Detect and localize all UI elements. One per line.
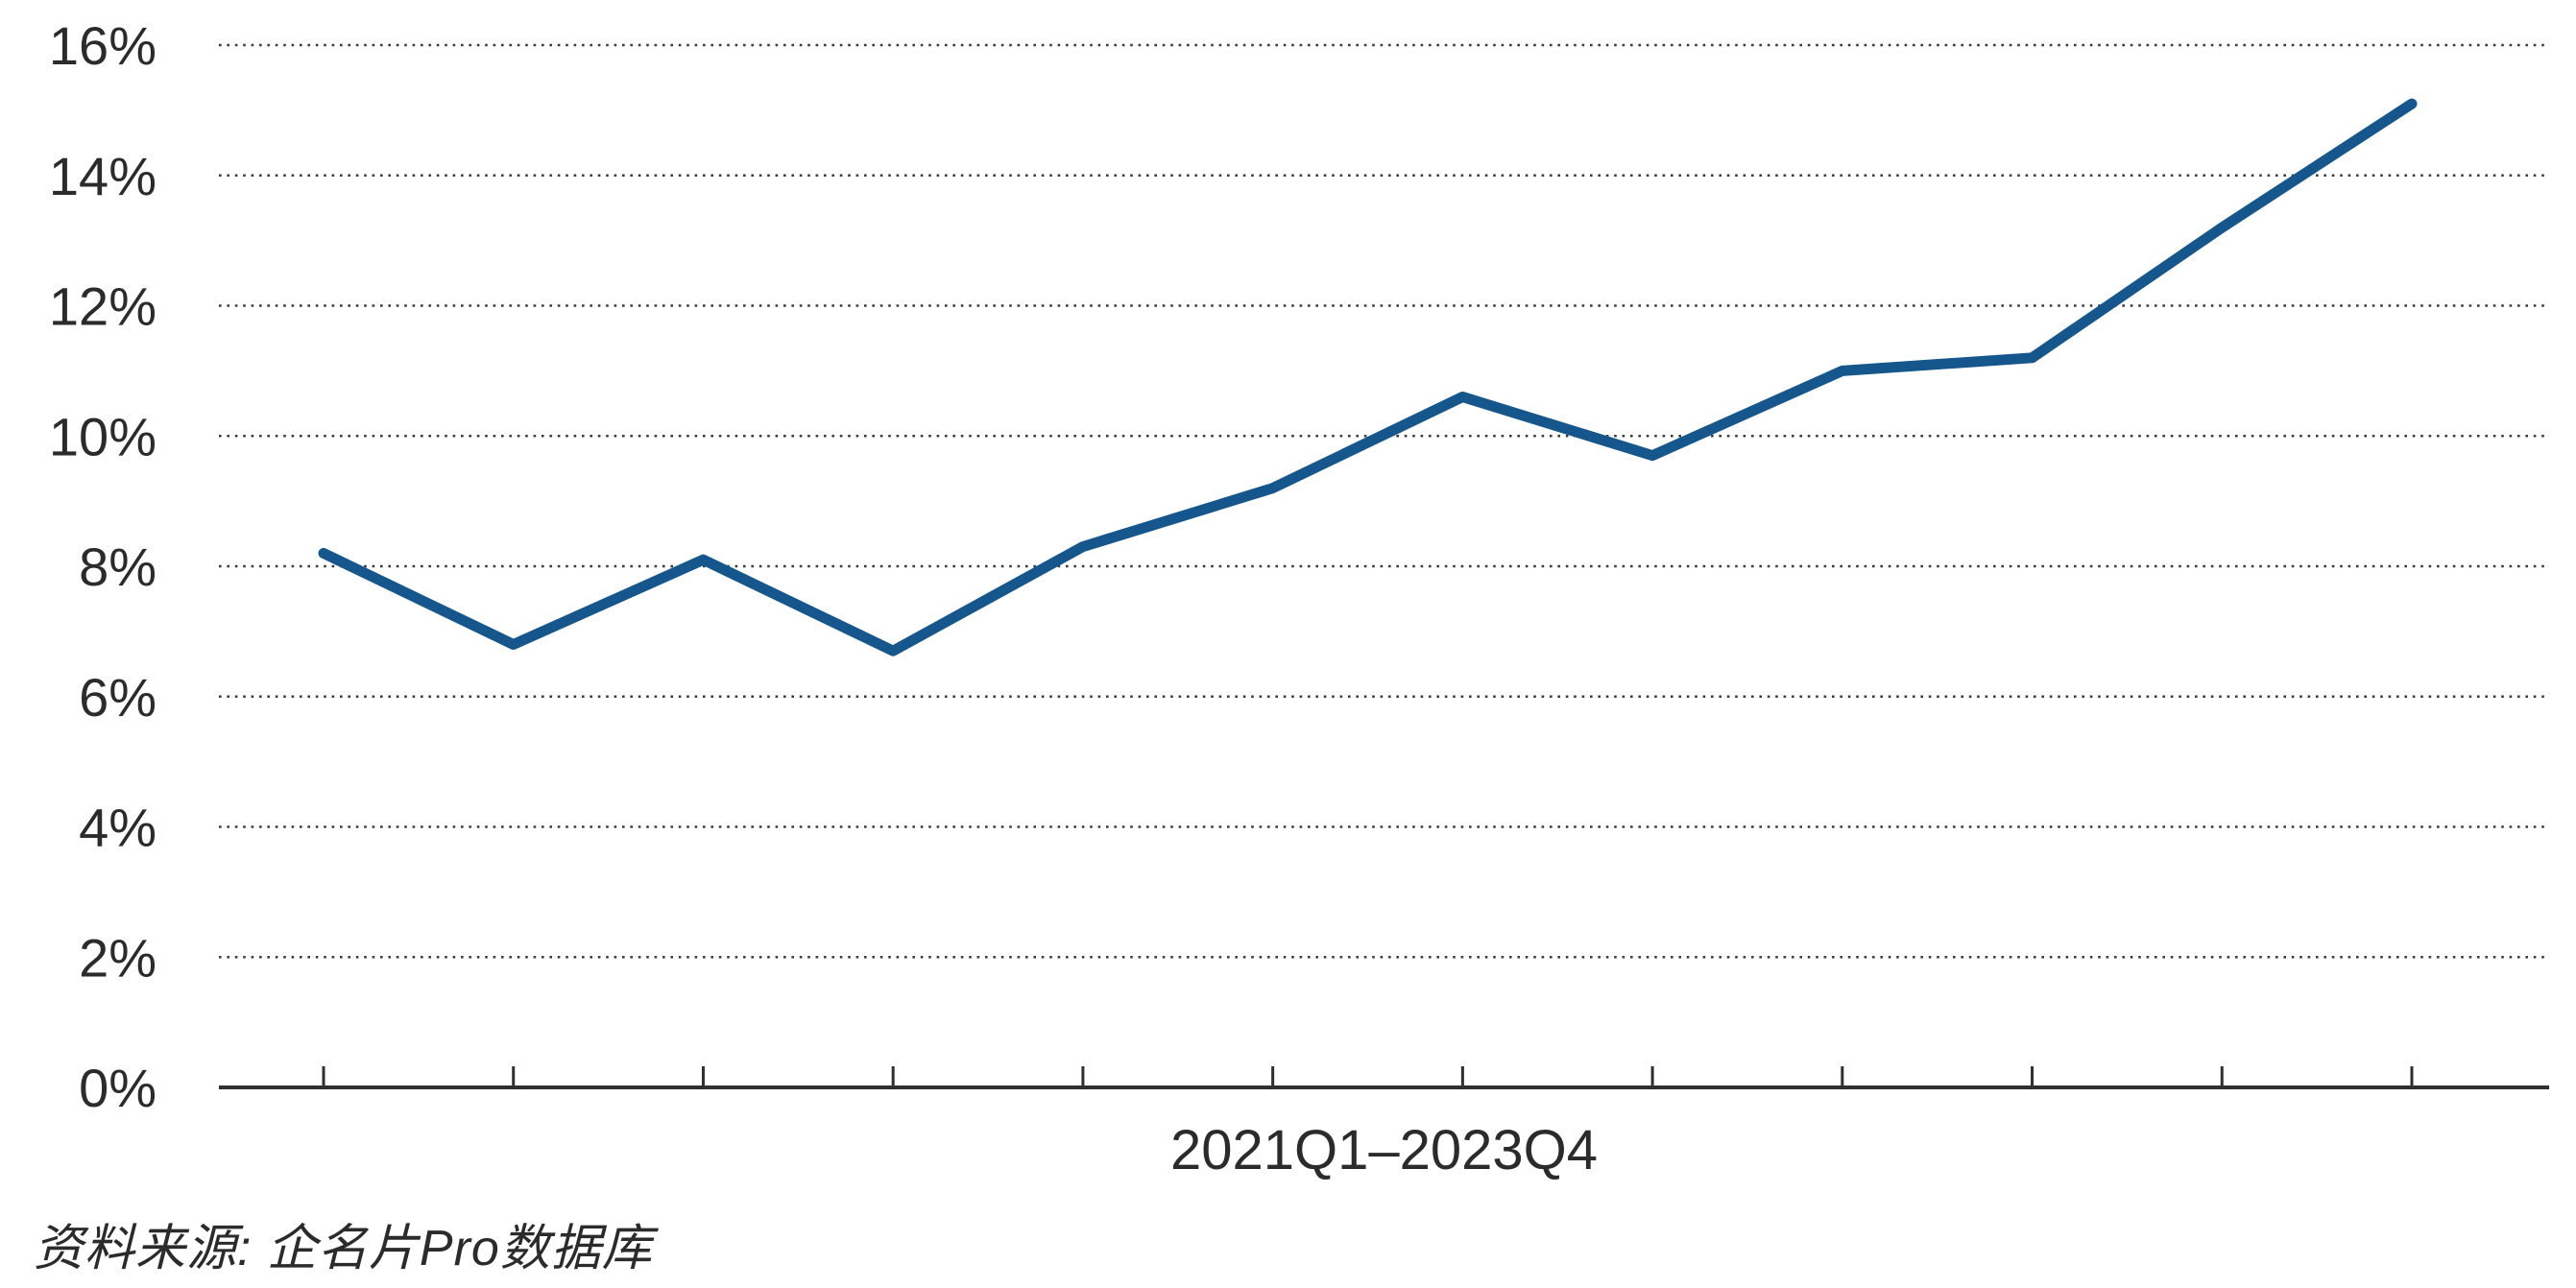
y-tick-label: 10% — [49, 406, 156, 466]
y-tick-label: 2% — [79, 927, 156, 988]
y-tick-label: 4% — [79, 798, 156, 858]
data-series-line — [318, 98, 2418, 656]
y-tick-label: 0% — [79, 1058, 156, 1118]
x-axis-label: 2021Q1–2023Q4 — [1170, 1119, 1598, 1181]
y-tick-label: 6% — [79, 667, 156, 727]
y-tick-label: 12% — [49, 276, 156, 337]
source-note: 资料来源: 企名片Pro数据库 — [34, 1221, 653, 1276]
y-tick-label: 16% — [49, 15, 156, 76]
y-tick-label: 8% — [79, 537, 156, 597]
y-tick-label: 14% — [49, 146, 156, 206]
